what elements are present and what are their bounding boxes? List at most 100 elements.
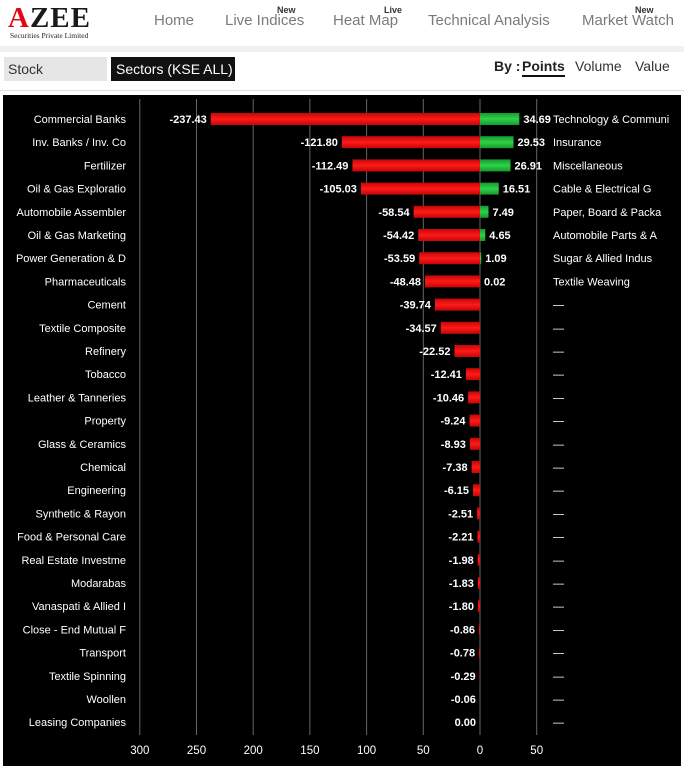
azee-logo[interactable]: AZEE Securities Private Limited [8, 2, 96, 40]
loser-category-label: Woollen [86, 694, 126, 706]
loser-category-label: Real Estate Investme [21, 555, 126, 567]
loser-category-label: Automobile Assembler [17, 207, 127, 219]
loser-value-label: -1.98 [449, 555, 474, 567]
loser-value-label: -22.52 [419, 346, 450, 358]
loser-bar[interactable] [473, 484, 480, 497]
x-tick-label: 50 [530, 745, 543, 757]
gainer-category-label: Textile Weaving [553, 276, 630, 288]
gainer-value-label: 7.49 [492, 207, 513, 219]
nav-heat-map-label: Heat Map [333, 12, 399, 29]
gainer-value-label: 34.69 [523, 114, 551, 126]
loser-value-label: -34.57 [406, 323, 437, 335]
nav-home[interactable]: Home [154, 12, 194, 29]
loser-bar[interactable] [454, 345, 480, 357]
loser-value-label: -1.83 [449, 578, 474, 590]
gainer-category-label: Technology & Communi [553, 114, 669, 126]
nav-badge-new: New [635, 5, 654, 15]
loser-value-label: -237.43 [169, 114, 206, 126]
loser-bar[interactable] [341, 136, 480, 149]
sort-volume[interactable]: Volume [575, 58, 622, 74]
gainer-value-label: 1.09 [485, 253, 506, 265]
x-tick-label: 100 [357, 745, 376, 757]
nav-technical-analysis-label: Technical Analysis [428, 12, 550, 29]
loser-value-label: -12.41 [431, 369, 462, 381]
loser-bar[interactable] [477, 530, 480, 543]
loser-category-label: Glass & Ceramics [38, 439, 127, 451]
loser-bar[interactable] [425, 275, 480, 288]
loser-bar[interactable] [352, 159, 480, 172]
gainer-empty-placeholder: — [553, 392, 564, 404]
loser-bar[interactable] [471, 461, 480, 473]
nav-heat-map[interactable]: Live Heat Map [333, 5, 402, 29]
gainer-value-label: 26.91 [515, 160, 543, 172]
logo-subtitle: Securities Private Limited [10, 31, 89, 40]
gainer-empty-placeholder: — [553, 624, 564, 636]
loser-bar[interactable] [434, 298, 480, 311]
loser-category-label: Engineering [67, 485, 126, 497]
sort-label: By : [494, 58, 521, 74]
loser-bar[interactable] [468, 391, 480, 404]
nav-home-label: Home [154, 12, 195, 29]
loser-bar[interactable] [479, 646, 480, 659]
loser-value-label: -1.80 [449, 601, 474, 613]
x-tick-label: 0 [477, 745, 483, 757]
tab-sectors[interactable]: Sectors (KSE ALL) [111, 57, 235, 81]
loser-bar[interactable] [469, 437, 480, 450]
loser-bar[interactable] [210, 113, 480, 125]
sort-points[interactable]: Points [522, 58, 565, 77]
gainer-bar[interactable] [480, 136, 514, 149]
loser-value-label: -54.42 [383, 230, 414, 242]
loser-bar[interactable] [477, 553, 480, 566]
gainer-category-label: Paper, Board & Packa [553, 207, 662, 219]
loser-category-label: Power Generation & D [16, 253, 126, 265]
loser-bar[interactable] [479, 623, 480, 636]
nav-live-indices[interactable]: New Live Indices [225, 5, 304, 29]
gainer-bar[interactable] [480, 159, 511, 172]
loser-category-label: Cement [87, 300, 126, 312]
loser-category-label: Modarabas [71, 578, 127, 590]
gainer-bar[interactable] [480, 182, 499, 195]
loser-category-label: Fertilizer [84, 160, 127, 172]
loser-category-label: Vanaspati & Allied I [32, 601, 126, 613]
gainer-bar[interactable] [480, 113, 520, 125]
loser-bar[interactable] [469, 414, 480, 427]
loser-bar[interactable] [360, 182, 480, 195]
loser-category-label: Leather & Tanneries [28, 392, 127, 404]
gainer-empty-placeholder: — [553, 578, 564, 590]
loser-bar[interactable] [418, 229, 480, 241]
loser-bar[interactable] [477, 600, 480, 613]
toolbar-separator [0, 90, 684, 91]
gainer-category-label: Miscellaneous [553, 160, 623, 172]
loser-category-label: Commercial Banks [34, 114, 127, 126]
loser-category-label: Property [84, 416, 126, 428]
sort-value[interactable]: Value [635, 58, 670, 74]
nav-market-watch[interactable]: New Market Watch [582, 5, 674, 29]
gainer-bar[interactable] [480, 229, 486, 241]
loser-bar[interactable] [440, 321, 480, 334]
gainer-empty-placeholder: — [553, 416, 564, 428]
gainer-bar[interactable] [480, 252, 482, 265]
gainer-value-label: 29.53 [517, 137, 545, 149]
loser-value-label: -39.74 [400, 300, 432, 312]
gainer-empty-placeholder: — [553, 485, 564, 497]
loser-category-label: Tobacco [85, 369, 126, 381]
loser-value-label: -58.54 [378, 207, 410, 219]
loser-bar[interactable] [477, 507, 480, 520]
tab-stock[interactable]: Stock [4, 57, 107, 81]
nav-technical-analysis[interactable]: Technical Analysis [428, 12, 550, 29]
loser-bar[interactable] [413, 205, 480, 218]
gainer-empty-placeholder: — [553, 717, 564, 729]
loser-category-label: Food & Personal Care [17, 532, 126, 544]
gainer-bar[interactable] [480, 205, 489, 218]
loser-value-label: -48.48 [390, 276, 421, 288]
gainer-empty-placeholder: — [553, 369, 564, 381]
loser-value-label: -9.24 [440, 416, 466, 428]
loser-bar[interactable] [465, 368, 480, 381]
loser-category-label: Refinery [85, 346, 126, 358]
gainer-category-label: Cable & Electrical G [553, 184, 651, 196]
loser-bar[interactable] [419, 252, 480, 265]
loser-value-label: -0.06 [451, 694, 476, 706]
loser-category-label: Transport [79, 648, 126, 660]
gainer-empty-placeholder: — [553, 648, 564, 660]
loser-bar[interactable] [477, 577, 480, 589]
